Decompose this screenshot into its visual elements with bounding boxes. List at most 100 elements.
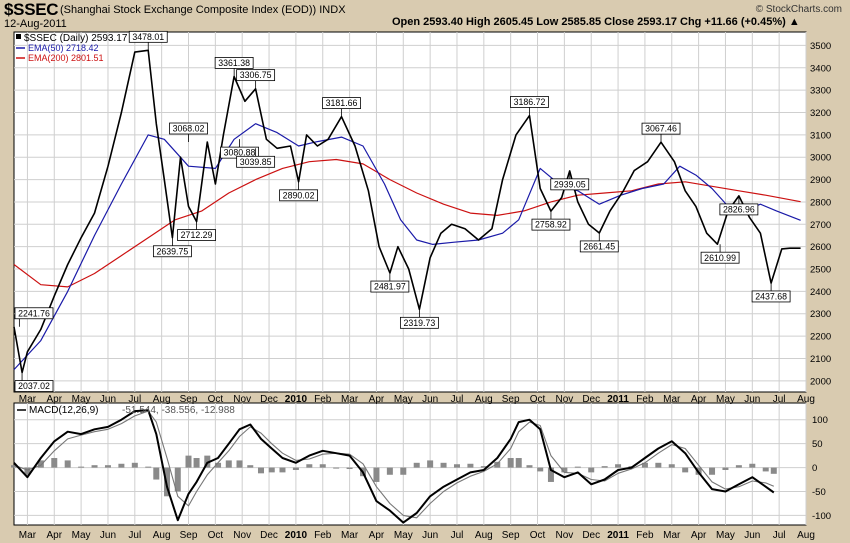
macd-histogram-bar (709, 467, 716, 475)
stockcharts-logo[interactable]: © StockCharts.com (755, 4, 842, 15)
annotation-label: 2890.02 (283, 190, 315, 200)
month-label-top: Jun (100, 394, 116, 405)
macd-histogram-bar (722, 467, 729, 470)
month-label-bottom: May (394, 530, 413, 541)
annotation-label: 2037.02 (18, 381, 50, 391)
macd-histogram-bar (574, 466, 581, 468)
price-annotation: 2712.29 (177, 221, 216, 241)
macd-histogram-bar (467, 463, 474, 468)
month-label-bottom: Jun (744, 530, 760, 541)
annotation-label: 3068.02 (173, 124, 205, 134)
month-label-top: Dec (260, 394, 278, 405)
annotation-label: 3478.01 (132, 32, 164, 42)
month-label-bottom: Apr (369, 530, 385, 541)
price-annotation: 2661.45 (579, 232, 619, 253)
month-label-bottom: May (72, 530, 91, 541)
annotation-box (169, 122, 208, 135)
month-label-top: Mar (341, 394, 359, 405)
month-label-bottom: Sep (180, 530, 198, 541)
annotation-label: 2758.92 (535, 220, 567, 230)
macd-histogram-bar (682, 467, 689, 473)
macd-histogram-bar (268, 467, 275, 473)
price-annotation: 2890.02 (279, 181, 318, 202)
month-label-bottom: Jun (422, 530, 438, 541)
month-label-top: 2010 (285, 394, 308, 405)
month-label-top: 2011 (607, 394, 629, 405)
price-annotation: 3186.72 (510, 96, 549, 116)
price-annotation: 2319.73 (399, 309, 439, 329)
macd-histogram-bar (174, 467, 181, 492)
month-label-top: Mar (663, 394, 681, 405)
month-label-bottom: Dec (582, 530, 600, 541)
macd-histogram-bar (104, 465, 111, 468)
price-tick-label: 3300 (810, 86, 831, 97)
annotation-label: 2319.73 (403, 318, 435, 328)
price-tick-label: 3000 (810, 153, 831, 164)
annotation-label: 2939.05 (554, 179, 586, 189)
macd-histogram-bar (236, 460, 243, 468)
annotation-label: 3181.66 (326, 98, 358, 108)
price-annotation: 2437.68 (751, 282, 791, 303)
macd-histogram-bar (386, 467, 393, 475)
macd-histogram-bar (601, 466, 608, 468)
macd-histogram-bar (215, 462, 222, 468)
macd-histogram-bar (279, 467, 286, 473)
macd-tick-label: 0 (812, 463, 817, 474)
annotation-box (14, 380, 54, 392)
annotation-box (152, 245, 192, 258)
month-label-top: Apr (369, 394, 385, 405)
price-tick-label: 2700 (810, 220, 831, 231)
ema200-legend-label: EMA(200) 2801.51 (28, 53, 104, 63)
annotation-label: 3306.75 (240, 70, 272, 80)
macd-histogram-bar (185, 455, 192, 468)
annotation-box (279, 189, 318, 202)
macd-histogram-bar (91, 465, 98, 468)
macd-legend: MACD(12,26,9) -51.544, -38.556, -12.988 (17, 405, 235, 416)
price-annotation: 3478.01 (128, 30, 168, 51)
macd-legend-name: MACD(12,26,9) (29, 405, 98, 416)
macd-histogram-bar (440, 462, 447, 468)
macd-tick-label: -100 (812, 511, 831, 522)
macd-histogram-bar (749, 463, 756, 468)
annotation-box (719, 203, 759, 216)
month-label-top: Nov (555, 394, 573, 405)
month-label-top: Sep (180, 394, 198, 405)
price-annotation: 2939.05 (550, 170, 590, 191)
price-tick-label: 2600 (810, 242, 831, 253)
month-label-top: Aug (797, 394, 815, 405)
month-label-top: Aug (475, 394, 493, 405)
month-label-bottom: Jul (451, 530, 464, 541)
macd-histogram-bar (561, 467, 568, 473)
price-tick-label: 2800 (810, 197, 831, 208)
annotation-box (214, 57, 254, 69)
month-label-bottom: Mar (663, 530, 681, 541)
macd-histogram-bar (615, 464, 622, 468)
annotation-box (177, 229, 216, 241)
annotation-label: 2661.45 (583, 242, 615, 252)
price-annotation: 2610.99 (700, 244, 740, 264)
month-label-bottom: May (716, 530, 735, 541)
index-full-name: (Shanghai Stock Exchange Composite Index… (60, 4, 317, 16)
macd-histogram-bar (292, 467, 299, 470)
month-label-bottom: Jun (100, 530, 116, 541)
month-label-top: Apr (691, 394, 707, 405)
macd-histogram-bar (373, 467, 380, 482)
price-tick-label: 2300 (810, 309, 831, 320)
price-legend-label: $SSEC (Daily) 2593.17 (24, 33, 128, 44)
price-annotation: 2758.92 (531, 211, 571, 231)
month-label-bottom: Mar (19, 530, 37, 541)
annotation-label: 3039.85 (240, 157, 272, 167)
price-legend-swatch (16, 34, 21, 39)
macd-histogram-bar (64, 460, 71, 468)
price-tick-label: 3100 (810, 130, 831, 141)
month-label-top: Aug (153, 394, 171, 405)
price-tick-label: 2200 (810, 332, 831, 343)
macd-histogram-bar (735, 465, 742, 468)
macd-histogram-bar (306, 464, 313, 468)
month-label-bottom: Aug (475, 530, 493, 541)
annotation-box (550, 178, 590, 191)
annotation-label: 3361.38 (218, 58, 250, 68)
symbol-title: $SSEC (4, 0, 59, 19)
